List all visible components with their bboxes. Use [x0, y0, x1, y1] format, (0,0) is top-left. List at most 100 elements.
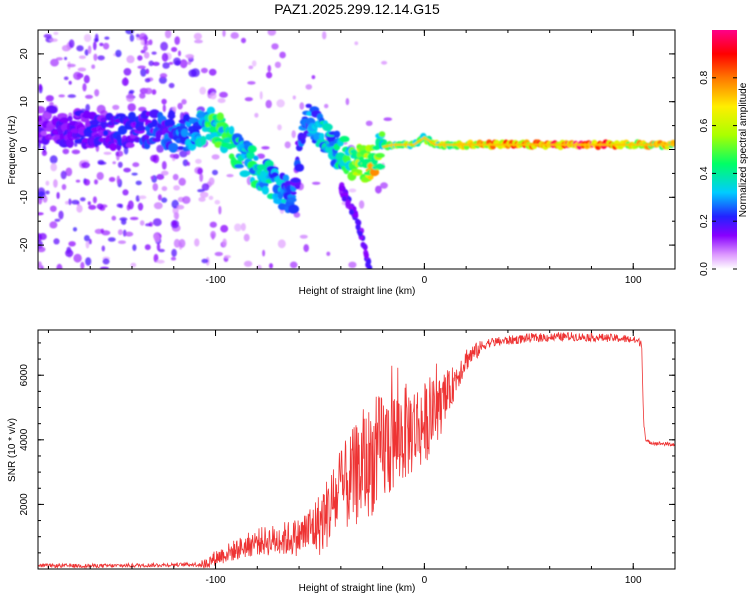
noise-blob	[72, 227, 78, 232]
noise-blob	[71, 199, 80, 205]
noise-blob	[91, 64, 96, 69]
noise-blob	[176, 204, 185, 210]
y-tick-label: 0	[19, 146, 30, 152]
noise-blob	[161, 98, 167, 105]
noise-blob	[266, 71, 273, 79]
noise-blob	[82, 83, 87, 92]
noise-blob	[62, 148, 70, 155]
noise-blob	[222, 30, 226, 37]
secondary-track-blob	[353, 212, 359, 218]
noise-blob	[150, 176, 154, 180]
colorbar-tick-label: 0.2	[699, 214, 710, 228]
snr-series-line	[38, 331, 675, 569]
noise-blob	[381, 60, 388, 65]
noise-blob	[173, 212, 180, 220]
noise-blob	[38, 212, 44, 216]
noise-blob	[276, 99, 285, 108]
noise-blob	[284, 141, 291, 149]
ridge-blob	[375, 163, 386, 170]
noise-blob	[84, 49, 89, 56]
ridge-core-line	[382, 136, 675, 149]
colorbar-tick-label: 0.0	[699, 262, 710, 276]
noise-blob	[261, 146, 270, 150]
noise-blob	[324, 103, 329, 109]
noise-blob	[151, 89, 157, 95]
ridge-blob	[228, 125, 235, 135]
secondary-track-blob	[349, 209, 354, 215]
noise-blob	[240, 223, 246, 231]
noise-blob	[81, 161, 90, 169]
noise-blob	[173, 185, 181, 191]
noise-blob	[234, 223, 242, 232]
noise-blob	[164, 30, 172, 39]
noise-blob	[50, 163, 57, 172]
ridge-blob	[322, 123, 333, 132]
noise-blob	[76, 45, 84, 52]
noise-blob	[375, 185, 382, 194]
ridge-blob	[247, 145, 257, 153]
noise-blob	[152, 183, 159, 192]
noise-blob	[65, 200, 69, 205]
ridge-blob	[151, 119, 158, 128]
ridge-blob	[375, 153, 385, 158]
noise-blob	[194, 238, 200, 247]
ridge-blob	[128, 111, 136, 121]
noise-blob	[178, 177, 186, 186]
noise-blob	[156, 173, 165, 180]
noise-blob	[41, 150, 48, 157]
noise-blob	[126, 93, 135, 103]
noise-blob	[121, 219, 127, 225]
noise-blob	[56, 192, 60, 199]
ridge-blob	[356, 169, 363, 175]
noise-blob	[193, 32, 202, 40]
noise-blob	[88, 204, 97, 210]
ridge-blob	[261, 186, 269, 195]
chart-title: PAZ1.2025.299.12.14.G15	[274, 1, 440, 17]
spectrogram-ylabel: Frequency (Hz)	[7, 116, 18, 185]
noise-blob	[49, 205, 57, 212]
noise-blob	[140, 39, 145, 46]
colorbar-ticks: 0.0 0.2 0.4 0.6 0.8	[699, 70, 737, 276]
noise-blob	[292, 95, 296, 100]
noise-blob	[38, 142, 41, 150]
noise-blob	[212, 169, 218, 176]
noise-blob	[348, 261, 357, 268]
noise-blob	[100, 228, 105, 234]
noise-blob	[140, 68, 147, 77]
noise-blob	[93, 53, 98, 61]
noise-blob	[75, 179, 81, 183]
ridge-blob	[48, 105, 58, 114]
noise-blob	[56, 263, 63, 269]
colorbar-gradient	[712, 30, 737, 269]
noise-blob	[279, 51, 286, 59]
y-tick-label: 6000	[19, 364, 30, 387]
noise-blob	[173, 57, 181, 66]
noise-blob	[68, 241, 76, 247]
noise-blob	[197, 167, 203, 175]
x-tick-label: -100	[206, 275, 226, 286]
noise-blob	[38, 246, 46, 253]
x-tick-label: 0	[422, 575, 428, 586]
noise-blob	[247, 81, 256, 85]
noise-blob	[172, 220, 177, 227]
noise-blob	[83, 34, 92, 42]
noise-blob	[74, 142, 78, 147]
snr-ylabel: SNR (10 * v/v)	[7, 418, 18, 482]
noise-blob	[43, 34, 52, 38]
noise-blob	[345, 98, 350, 106]
noise-blob	[299, 234, 308, 239]
x-tick-label: 100	[625, 275, 642, 286]
noise-blob	[158, 248, 165, 253]
noise-blob	[93, 41, 97, 51]
noise-blob	[201, 258, 209, 264]
noise-blob	[68, 80, 72, 85]
secondary-track-blob	[366, 258, 372, 265]
noise-blob	[293, 212, 301, 218]
noise-blob	[85, 240, 90, 249]
noise-blob	[243, 233, 250, 242]
noise-blob	[123, 167, 131, 173]
noise-blob	[223, 255, 231, 259]
noise-blob	[131, 172, 138, 176]
noise-blob	[312, 181, 321, 185]
noise-blob	[83, 75, 90, 84]
